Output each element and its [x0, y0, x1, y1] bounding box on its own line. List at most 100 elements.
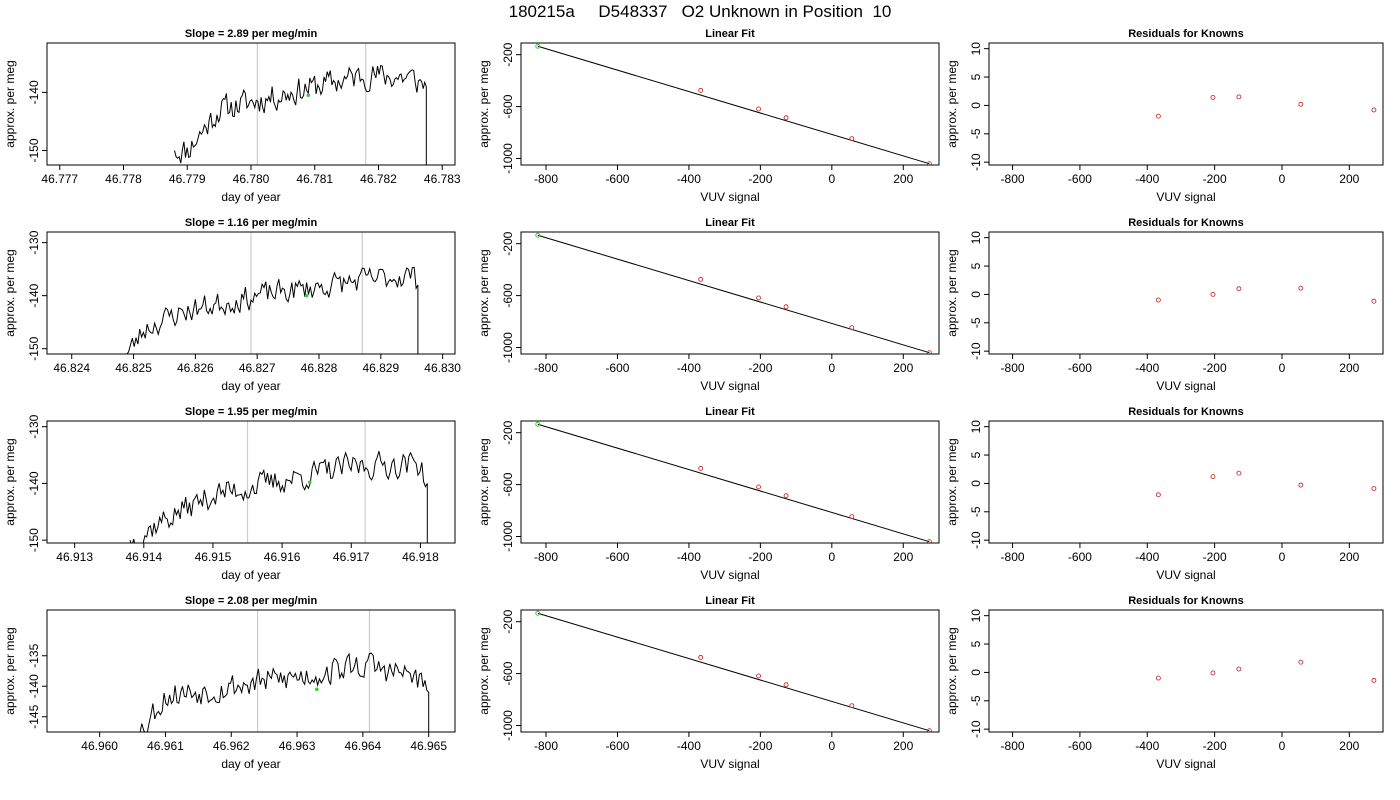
y-tick-label: -200 [501, 231, 515, 255]
reference-marker [315, 687, 319, 692]
y-tick-label: 0 [969, 480, 983, 487]
panel-title: Residuals for Knowns [1128, 406, 1244, 418]
data-point [1371, 486, 1377, 491]
panel-2-3: Residuals for Knowns -800 -600 -400 -200 0 200… [945, 217, 1384, 393]
data-point [1155, 113, 1161, 119]
data-point [849, 703, 855, 709]
x-tick-label: 0 [828, 550, 835, 564]
y-tick-label: 5 [969, 451, 983, 458]
y-tick-label: 5 [969, 73, 983, 80]
data-point [756, 106, 762, 112]
plot-area [535, 232, 932, 354]
x-tick-label: 46.783 [424, 172, 461, 186]
plot-frame [520, 609, 940, 733]
x-tick-label: -400 [677, 739, 701, 753]
data-point [926, 728, 932, 732]
x-tick-label: 46.828 [301, 361, 338, 375]
x-tick-label: 200 [1339, 361, 1359, 375]
page-title: 180215a D548337 O2 Unknown in Position 1… [508, 2, 892, 21]
y-tick-label: -600 [501, 283, 515, 307]
data-point [783, 304, 789, 310]
x-tick-label: -400 [677, 172, 701, 186]
plot-frame [520, 231, 940, 355]
x-tick-label: -800 [1001, 172, 1025, 186]
data-point [698, 654, 704, 660]
plot-frame [520, 42, 940, 166]
x-tick-label: 0 [828, 361, 835, 375]
y-tick-label: -200 [501, 42, 515, 66]
y-tick-label: -150 [27, 138, 41, 162]
x-tick-label: -200 [1203, 361, 1227, 375]
y-tick-label: -150 [27, 336, 41, 360]
x-tick-label: 200 [893, 550, 913, 564]
y-tick-label: 5 [969, 262, 983, 269]
panel-title: Residuals for Knowns [1128, 217, 1244, 229]
x-tick-label: 0 [1279, 739, 1286, 753]
x-tick-label: -600 [605, 550, 629, 564]
y-tick-label: -5 [969, 506, 983, 517]
x-tick-label: -800 [1001, 550, 1025, 564]
y-tick-label: 0 [969, 669, 983, 676]
y-axis-label: approx. per meg [477, 249, 491, 336]
x-axis-label: VUV signal [700, 568, 759, 582]
y-axis-label: approx. per meg [3, 249, 17, 336]
x-tick-label: 46.917 [333, 550, 370, 564]
reference-marker [307, 480, 312, 485]
panel-4-1: Slope = 2.08 per meg/min 46.960 46.961 46.9… [3, 595, 456, 771]
y-axis-label: approx. per meg [945, 249, 959, 336]
reference-marker [304, 293, 309, 298]
y-axis-label: approx. per meg [3, 60, 17, 147]
panel-title: Linear Fit [705, 28, 755, 40]
plot-frame [46, 231, 456, 355]
x-tick-label: -800 [534, 361, 558, 375]
x-tick-label: 46.913 [56, 550, 93, 564]
y-tick-label: -140 [27, 80, 41, 104]
signal-trace [121, 266, 419, 354]
x-tick-label: -600 [1068, 550, 1092, 564]
panel-4-3: Residuals for Knowns -800 -600 -400 -200 0 200… [945, 595, 1384, 771]
y-tick-label: -200 [501, 420, 515, 444]
x-tick-label: -200 [1203, 172, 1227, 186]
x-tick-label: 46.826 [177, 361, 214, 375]
y-tick-label: -10 [969, 342, 983, 360]
x-tick-label: 46.781 [296, 172, 333, 186]
data-point [698, 87, 704, 93]
data-point [1210, 291, 1216, 297]
x-tick-label: 46.825 [115, 361, 152, 375]
x-tick-label: -400 [1135, 172, 1159, 186]
data-point [1210, 95, 1216, 100]
data-point [1371, 107, 1377, 113]
x-tick-label: -800 [534, 739, 558, 753]
x-tick-label: -400 [677, 550, 701, 564]
plot-area [1155, 659, 1377, 683]
plot-frame [520, 420, 940, 544]
x-axis-label: day of year [221, 379, 280, 393]
y-tick-label: -600 [501, 661, 515, 685]
panel-3-3: Residuals for Knowns -800 -600 -400 -200 0 200… [945, 406, 1384, 582]
x-axis-label: VUV signal [1156, 757, 1215, 771]
data-point [1236, 470, 1242, 476]
panel-title: Slope = 1.95 per meg/min [185, 406, 318, 418]
plot-area [174, 43, 427, 165]
fit-line [537, 45, 930, 165]
data-point [783, 682, 789, 688]
y-tick-label: 10 [969, 231, 983, 245]
x-tick-label: 46.779 [169, 172, 206, 186]
x-tick-label: 46.829 [362, 361, 399, 375]
plot-area [121, 232, 419, 354]
y-tick-label: -10 [969, 531, 983, 549]
y-axis-label: approx. per meg [3, 627, 17, 714]
x-axis-label: day of year [221, 190, 280, 204]
plot-frame [46, 609, 456, 733]
data-point [849, 514, 855, 520]
panel-1-2: Linear Fit -800 -600 -400 -200 0 200 -200 -600 -1… [477, 28, 940, 204]
y-tick-label: -5 [969, 317, 983, 328]
data-point [1236, 666, 1242, 672]
x-tick-label: 46.916 [264, 550, 301, 564]
data-point [1236, 94, 1242, 100]
data-point [926, 161, 932, 165]
y-tick-label: 10 [969, 609, 983, 623]
y-tick-label: -600 [501, 472, 515, 496]
data-point [1155, 297, 1161, 303]
